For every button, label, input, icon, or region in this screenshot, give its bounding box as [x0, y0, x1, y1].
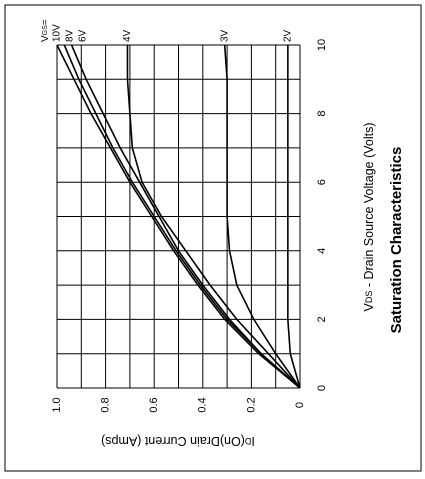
chart-title: Saturation Characteristics — [388, 147, 405, 334]
y-tick-label: 0.4 — [197, 397, 209, 412]
x-label-sub: DS — [364, 291, 374, 304]
series-label: 2V — [282, 29, 293, 42]
legend-suffix: = — [40, 19, 51, 25]
y-tick-label: 1.0 — [51, 397, 63, 412]
y-label-symbol: I — [251, 434, 254, 448]
curve — [56, 44, 301, 389]
y-tick-label: 0 — [294, 402, 306, 408]
y-axis-label: ID(On)Drain Current (Amps) — [101, 434, 255, 448]
x-tick-label: 6 — [316, 179, 328, 185]
legend-sub: GS — [42, 25, 49, 35]
x-tick-label: 8 — [316, 111, 328, 117]
legend-symbol: V — [40, 35, 51, 42]
x-tick-label: 0 — [316, 385, 328, 391]
y-tick-label: 0.8 — [100, 397, 112, 412]
curve — [70, 44, 301, 389]
x-label-text: - Drain Source Voltage (Volts) — [362, 123, 376, 291]
legend-title: VGS= — [40, 19, 51, 42]
frame — [4, 4, 422, 472]
x-tick-label: 10 — [316, 39, 328, 51]
series-label: 10V — [52, 24, 63, 42]
curve — [126, 45, 301, 389]
x-label-symbol: V — [362, 303, 376, 312]
series-label: 8V — [65, 29, 76, 42]
series-label: 4V — [122, 29, 133, 42]
x-axis-label: VDS - Drain Source Voltage (Volts) — [362, 123, 376, 312]
x-tick-label: 2 — [316, 316, 328, 322]
y-label-text: (On)Drain Current (Amps) — [101, 434, 245, 448]
series-label: 6V — [78, 29, 89, 42]
curve — [223, 44, 301, 389]
curve — [287, 45, 301, 389]
x-tick-label: 4 — [316, 248, 328, 254]
y-label-sub: D — [244, 436, 251, 446]
curve — [63, 44, 301, 389]
y-tick-label: 0.6 — [148, 397, 160, 412]
y-tick-label: 0.2 — [245, 397, 257, 412]
series-label: 3V — [219, 29, 230, 42]
